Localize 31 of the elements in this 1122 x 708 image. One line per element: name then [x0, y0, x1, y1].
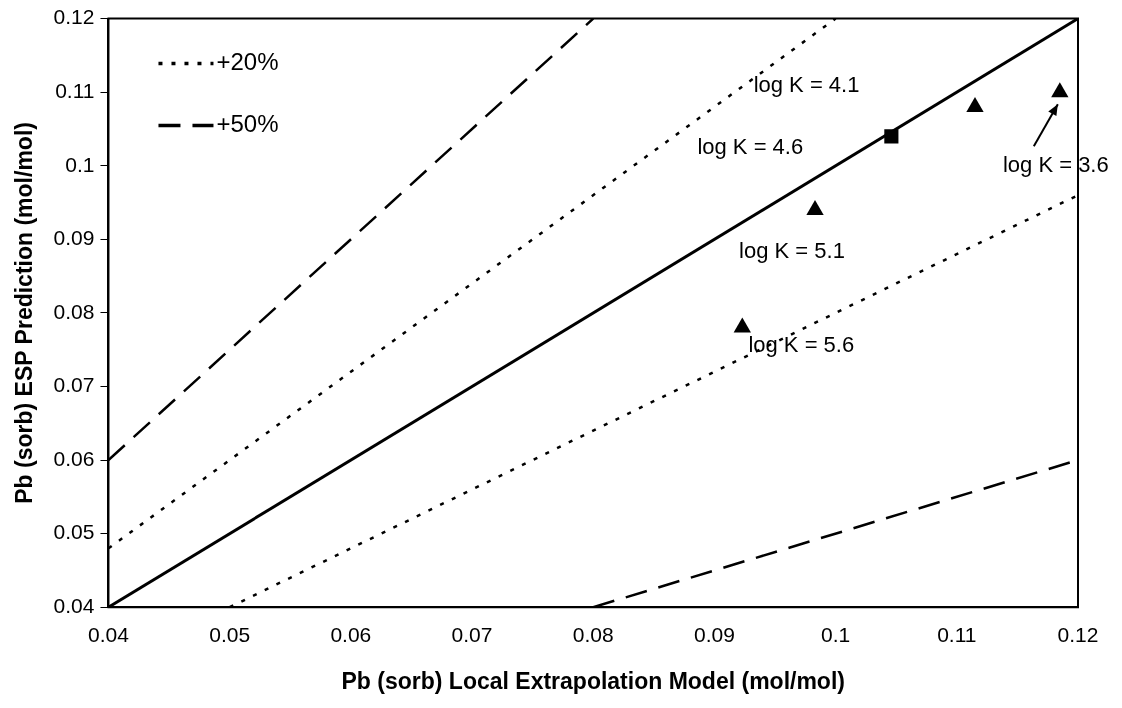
- annotation: log K = 3.6: [1002, 152, 1109, 178]
- y-tick-label: 0.07: [53, 373, 95, 397]
- y-tick-label: 0.04: [53, 594, 95, 617]
- x-tick-label: 0.06: [330, 622, 372, 646]
- x-tick-label: 0.1: [821, 622, 851, 646]
- point: [966, 96, 984, 112]
- x-tick-label: 0.09: [693, 622, 735, 646]
- point: [806, 199, 824, 215]
- x-tick-label: 0.12: [1057, 622, 1099, 646]
- y-tick-label: 0.05: [53, 520, 95, 544]
- annotation: log K = 4.1: [753, 72, 860, 98]
- y-tick-label: 0.11: [55, 78, 95, 102]
- x-axis-title: Pb (sorb) Local Extrapolation Model (mol/mol): [341, 667, 845, 694]
- legend-label: +20%: [216, 48, 279, 76]
- x-tick-label: 0.11: [937, 622, 977, 646]
- point: [1051, 82, 1069, 98]
- y-tick-label: 0.08: [53, 299, 95, 323]
- x-tick-label: 0.07: [451, 622, 493, 646]
- y-tick-label: 0.1: [65, 152, 95, 176]
- y-tick-label: 0.06: [53, 446, 95, 470]
- x-tick-label: 0.05: [209, 622, 251, 646]
- annotation: log K = 4.6: [697, 133, 804, 159]
- x-tick-label: 0.08: [572, 622, 614, 646]
- x-tick-label: 0.04: [88, 622, 130, 646]
- y-axis-title: Pb (sorb) ESP Prediction (mol/mol): [11, 122, 38, 504]
- annotation: log K = 5.6: [748, 331, 855, 357]
- y-tick-label: 0.12: [53, 5, 95, 29]
- legend-label: +50%: [216, 110, 279, 138]
- annotation: log K = 5.1: [739, 237, 845, 263]
- y-tick-label: 0.09: [53, 226, 95, 250]
- point: [733, 317, 751, 333]
